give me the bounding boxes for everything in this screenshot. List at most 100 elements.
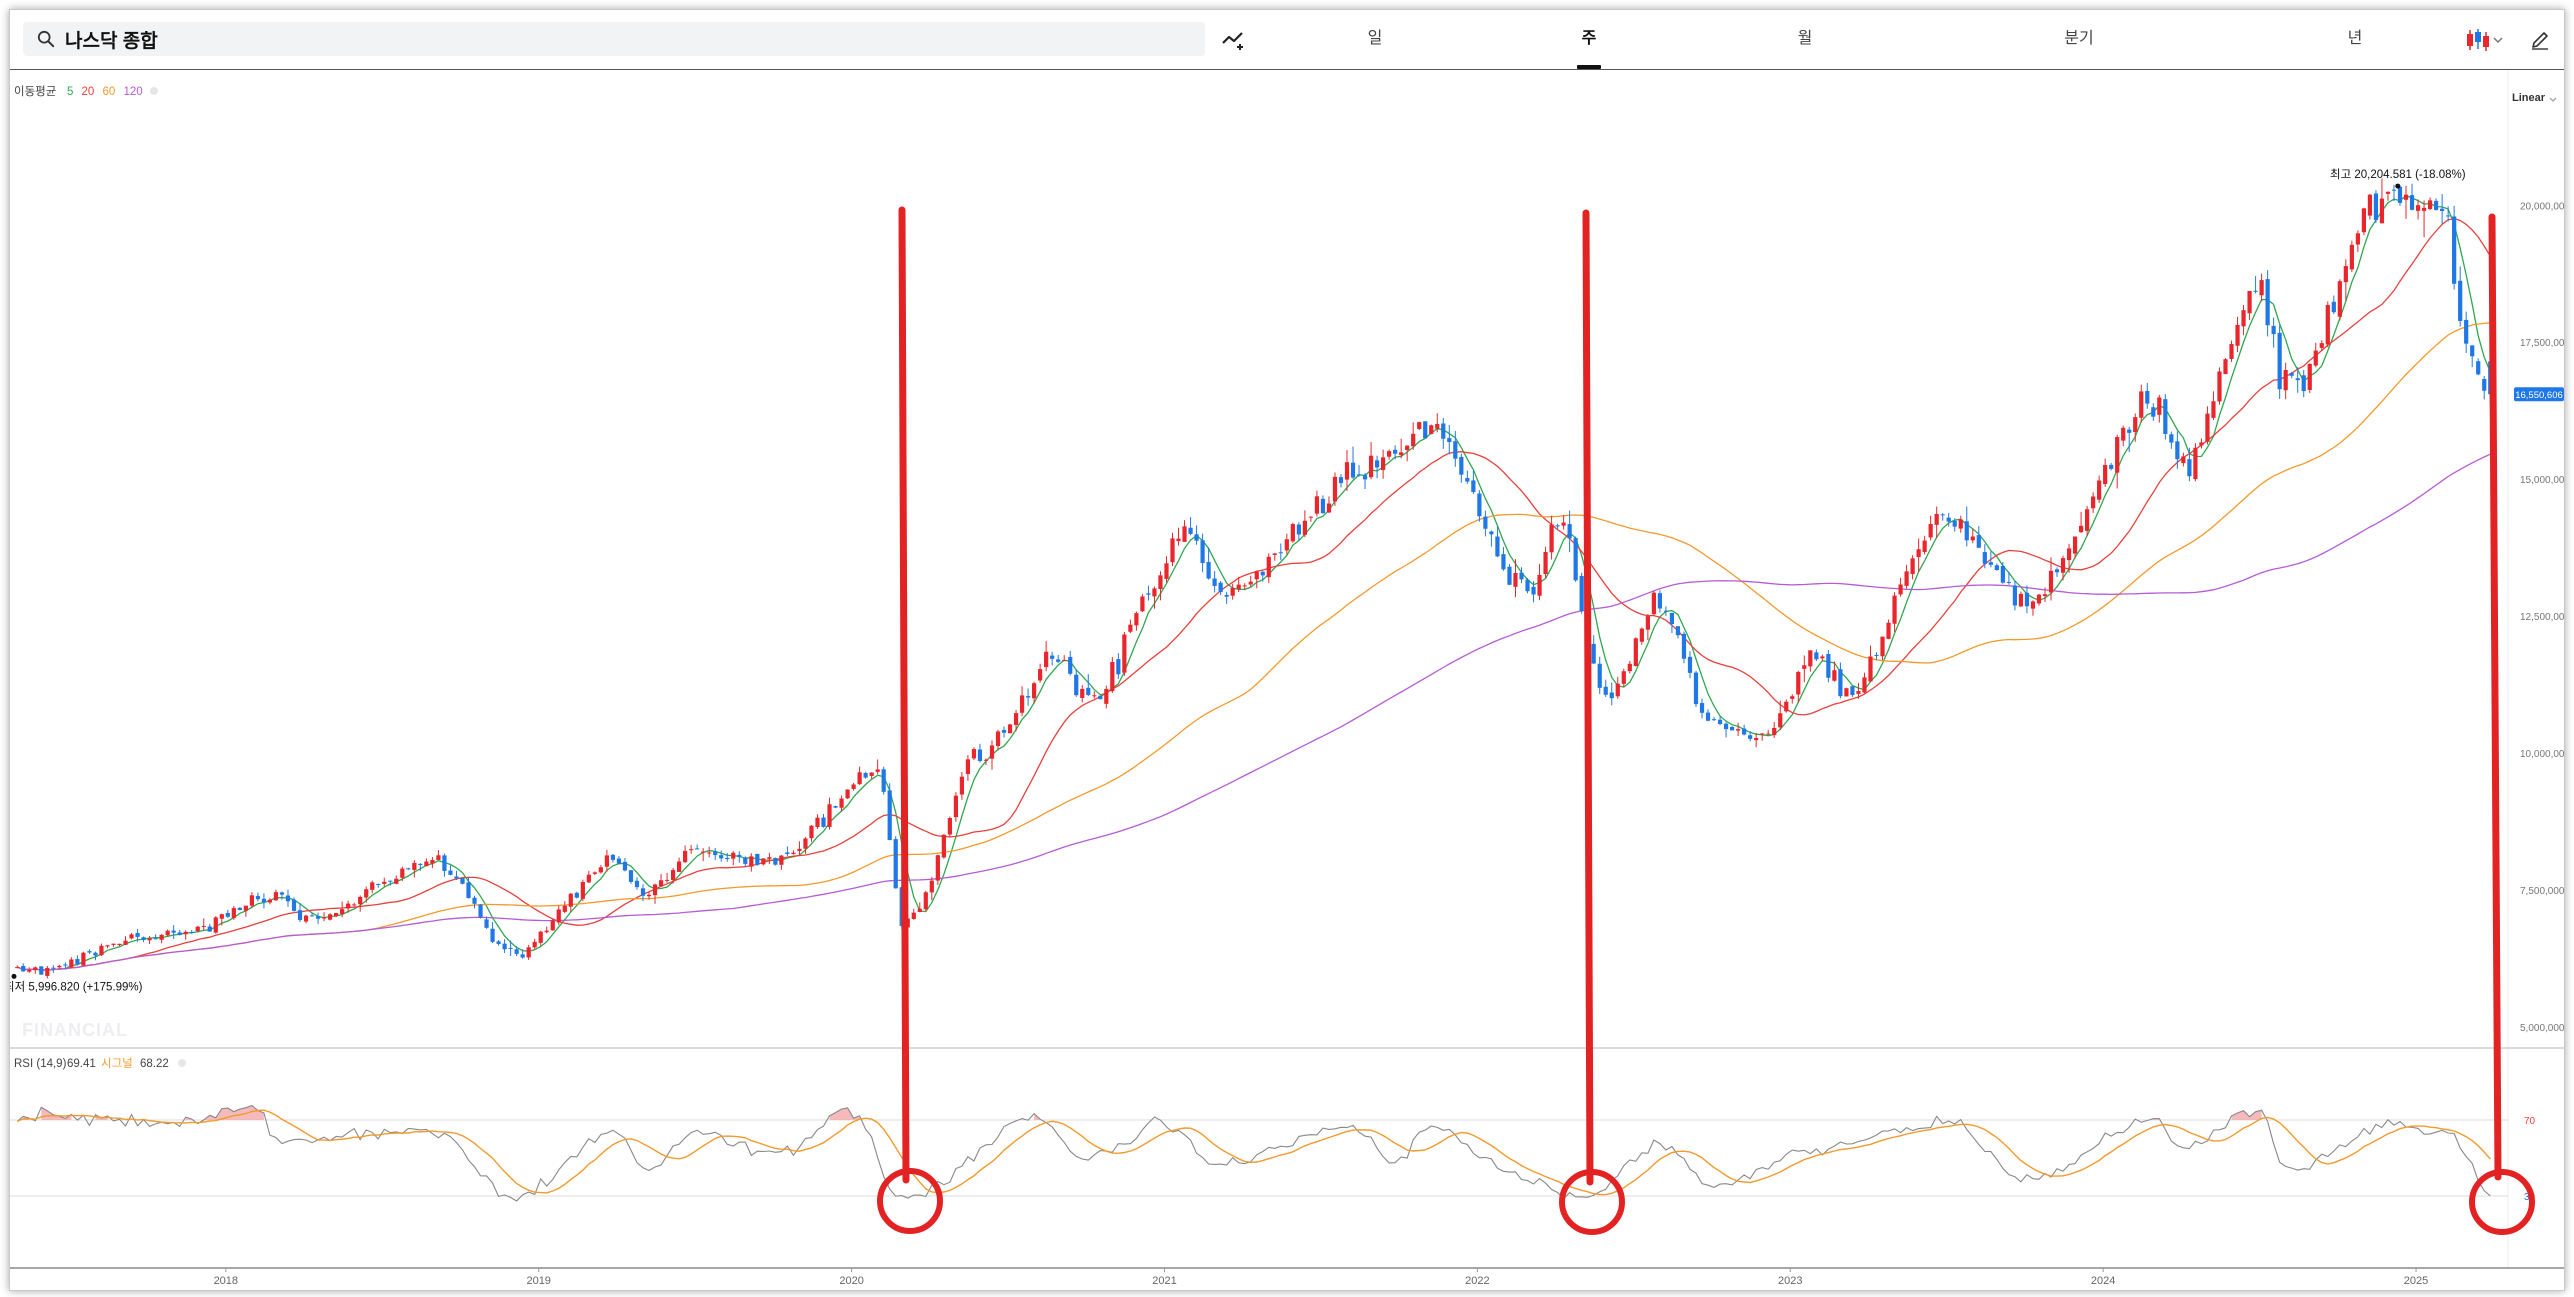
candle (39, 966, 44, 976)
candle (2349, 240, 2354, 273)
candle (75, 955, 80, 966)
candlestick-icon[interactable] (2463, 26, 2491, 54)
candle-body (2265, 279, 2270, 326)
candle (2433, 198, 2439, 211)
candle (1988, 551, 1993, 568)
candle-body (761, 858, 766, 865)
candle-body (1573, 538, 1578, 581)
candle-body (1760, 733, 1765, 735)
candle (652, 883, 658, 904)
x-tick-label: 2021 (1152, 1275, 1176, 1287)
candle (701, 848, 706, 862)
candle-body (1856, 691, 1861, 694)
chart-area[interactable]: 5,000,000 7,500,000 10,000,000 12,500,000 15… (10, 70, 2564, 1290)
candle-body (1880, 636, 1885, 657)
candle-body (1019, 695, 1025, 713)
x-tick-label: 2019 (526, 1275, 550, 1287)
candle-body (1013, 713, 1019, 725)
candle (797, 841, 802, 856)
candle (2072, 536, 2078, 559)
candle (1495, 526, 1500, 558)
candle-body (893, 839, 898, 889)
candle (1742, 724, 1747, 736)
chevron-down-icon[interactable] (2490, 26, 2506, 54)
candle-body (2163, 399, 2168, 434)
candle (707, 846, 712, 858)
candle-body (1248, 581, 1253, 585)
candle (2385, 191, 2391, 201)
candle (430, 856, 435, 869)
candle-body (815, 817, 820, 828)
candle-body (153, 938, 158, 940)
candle-body (1838, 669, 1843, 697)
red-marker-line (898, 206, 910, 1184)
ma-legend-period: 20 (82, 86, 95, 98)
candle-body (1134, 613, 1139, 626)
candle (2133, 413, 2138, 442)
candle-body (75, 958, 80, 965)
candle-body (1495, 536, 1500, 557)
candle (1976, 526, 1981, 549)
candle-body (1230, 587, 1235, 596)
candle (237, 907, 242, 911)
candle-body (1025, 696, 1031, 698)
candle-body (1928, 524, 1933, 538)
candle (1393, 445, 1398, 460)
candle (1519, 567, 1524, 584)
candle (562, 901, 567, 914)
candle (1946, 512, 1951, 527)
candle-body (773, 858, 778, 865)
candle (725, 852, 730, 862)
candle-body (1489, 531, 1494, 535)
tab-month[interactable]: 월 (1797, 30, 1813, 47)
candle-body (1507, 566, 1512, 585)
candle (2115, 434, 2120, 489)
candle-body (346, 903, 351, 909)
candle (279, 891, 285, 900)
candle-body (634, 880, 640, 888)
candle-body (2187, 459, 2192, 477)
candle (683, 845, 688, 863)
candle (1098, 695, 1103, 700)
candle (1886, 619, 1891, 640)
search-bar[interactable]: 나스닥 종합 (23, 22, 1205, 56)
candle-body (2452, 216, 2457, 284)
candle (424, 858, 429, 867)
candle (1170, 532, 1175, 567)
candle (869, 772, 874, 779)
candle-body (2403, 194, 2409, 200)
candle-body (1032, 683, 1037, 699)
candle (2042, 587, 2048, 602)
candle (1603, 679, 1608, 697)
candle (2470, 345, 2475, 368)
candle-body (1687, 656, 1693, 673)
tab-week[interactable]: 주 (1581, 30, 1597, 47)
add-indicator-icon[interactable] (1220, 26, 1248, 54)
candle-body (520, 954, 525, 958)
pencil-icon[interactable] (2526, 26, 2554, 54)
candle-body (1170, 538, 1175, 563)
candle (1820, 654, 1825, 662)
candle-body (2482, 378, 2487, 391)
candle (1405, 445, 1410, 462)
candle (2361, 207, 2367, 236)
tab-quarter[interactable]: 분기 (2064, 30, 2094, 47)
candle (851, 782, 856, 791)
rsi-signal-line (16, 1109, 2491, 1196)
tab-day[interactable]: 일 (1367, 30, 1383, 47)
candle-body (460, 878, 465, 884)
candle (57, 964, 62, 969)
close-icon (150, 87, 158, 95)
candle (2157, 394, 2162, 423)
candle-body (1176, 538, 1181, 542)
candle (2066, 543, 2072, 573)
candle-body (1597, 663, 1602, 688)
candle-body (2181, 456, 2186, 464)
chart-canvas[interactable]: 5,000,000 7,500,000 10,000,000 12,500,000 15… (10, 70, 2564, 1290)
candle-body (1940, 514, 1945, 516)
tab-year[interactable]: 년 (2347, 30, 2363, 47)
candle-body (538, 931, 543, 943)
candle-body (81, 952, 86, 966)
candle-body (532, 941, 537, 948)
candle-body (2289, 373, 2294, 376)
